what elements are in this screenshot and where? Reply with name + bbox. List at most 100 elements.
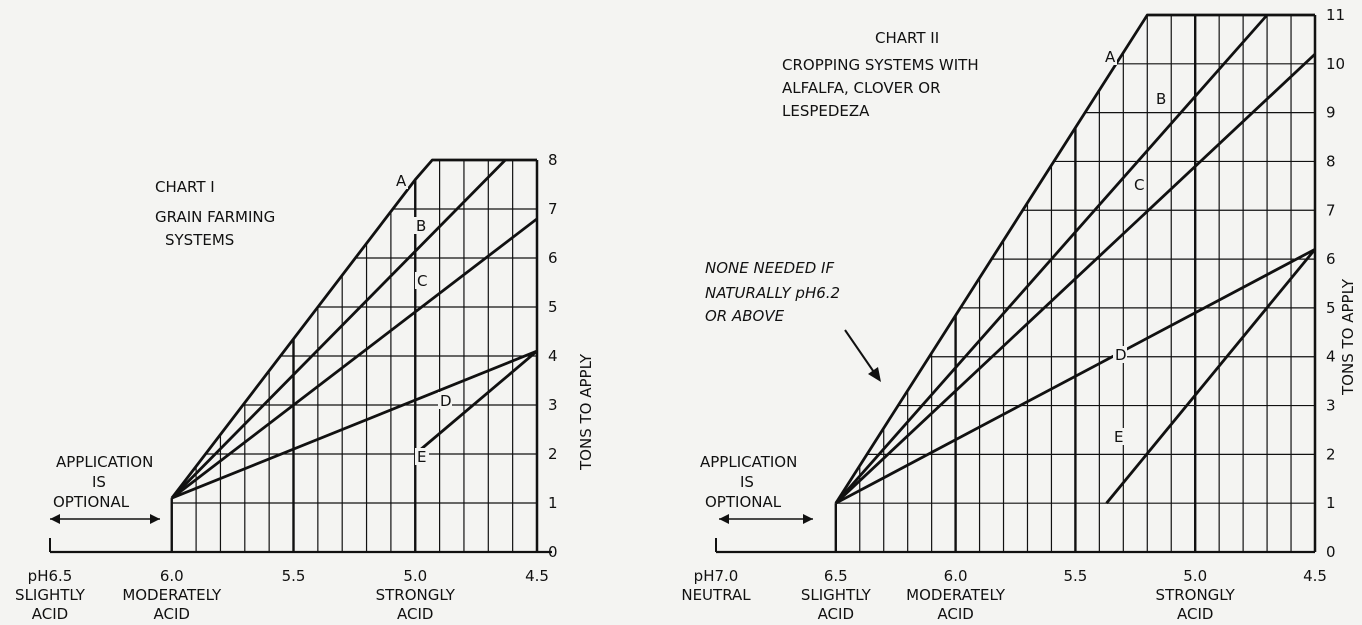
y-tick-label: 5 bbox=[548, 298, 558, 316]
chart-2-y-axis-label: TONS TO APPLY bbox=[1339, 278, 1357, 396]
chart-2-note: NONE NEEDED IF NATURALLY pH6.2 OR ABOVE bbox=[705, 259, 881, 382]
y-tick-label: 6 bbox=[548, 249, 558, 267]
x-tick-label: 5.0 bbox=[1183, 567, 1207, 585]
series-label-bg bbox=[394, 172, 408, 189]
x-tick-sublabel: SLIGHTLY bbox=[801, 586, 872, 604]
y-tick-label: 6 bbox=[1326, 250, 1336, 268]
y-tick-label: 9 bbox=[1326, 104, 1336, 122]
y-tick-label: 4 bbox=[1326, 348, 1336, 366]
series-line-a bbox=[170, 158, 537, 499]
arrow-head-left bbox=[719, 514, 729, 524]
chart-2-title: CHART II bbox=[875, 29, 939, 47]
chart-1-annotation: APPLICATION IS OPTIONAL bbox=[50, 453, 160, 524]
x-tick-sublabel: MODERATELY bbox=[906, 586, 1006, 604]
series-label-bg bbox=[415, 448, 429, 465]
note-arrow bbox=[844, 329, 879, 379]
annotation-line: APPLICATION bbox=[700, 453, 797, 471]
x-tick-sublabel: SLIGHTLY bbox=[15, 586, 86, 604]
x-tick-sublabel: ACID bbox=[937, 605, 973, 623]
arrow-head-right bbox=[803, 514, 813, 524]
x-tick-label: 4.5 bbox=[525, 567, 549, 585]
series-label-bg bbox=[414, 217, 428, 234]
y-tick-label: 7 bbox=[1326, 201, 1336, 219]
x-tick-sublabel: ACID bbox=[397, 605, 433, 623]
series-label-bg bbox=[1103, 48, 1117, 65]
series-line-e bbox=[1105, 248, 1317, 505]
chart-2-series bbox=[834, 13, 1317, 505]
x-tick-label: pH6.5 bbox=[28, 567, 73, 585]
chart-1-y-ticks: 0 1 2 3 4 5 6 7 8 bbox=[548, 151, 558, 561]
series-label-e: E bbox=[1114, 428, 1123, 446]
chart-2-series-labels: A B C D E bbox=[1103, 48, 1168, 446]
x-tick-label: 5.5 bbox=[282, 567, 306, 585]
series-line-a bbox=[834, 13, 1315, 504]
x-tick-sublabel: STRONGLY bbox=[1156, 586, 1236, 604]
series-label-d: D bbox=[1115, 346, 1127, 364]
y-tick-label: 1 bbox=[1326, 494, 1336, 512]
series-label-a: A bbox=[1105, 48, 1116, 66]
note-line: NATURALLY pH6.2 bbox=[705, 284, 840, 302]
series-line-c bbox=[834, 53, 1316, 505]
x-tick-sublabel: ACID bbox=[32, 605, 68, 623]
note-line: OR ABOVE bbox=[705, 307, 785, 325]
series-label-b: B bbox=[1156, 90, 1166, 108]
arrow-head-right bbox=[150, 514, 160, 524]
x-tick-sublabel: NEUTRAL bbox=[681, 586, 751, 604]
x-tick-sublabel: ACID bbox=[1177, 605, 1213, 623]
series-label-bg bbox=[1113, 346, 1127, 363]
y-tick-label: 3 bbox=[548, 396, 558, 414]
y-tick-label: 2 bbox=[1326, 445, 1336, 463]
y-tick-label: 3 bbox=[1326, 397, 1336, 415]
y-tick-label: 8 bbox=[548, 151, 558, 169]
x-tick-label: 5.0 bbox=[403, 567, 427, 585]
series-line-b bbox=[834, 14, 1269, 505]
series-label-d: D bbox=[440, 392, 452, 410]
series-line-d bbox=[835, 248, 1316, 505]
chart-2-annotation: APPLICATION IS OPTIONAL bbox=[700, 453, 813, 524]
series-line-b bbox=[170, 159, 507, 500]
series-label-c: C bbox=[417, 272, 427, 290]
x-tick-sublabel: STRONGLY bbox=[376, 586, 456, 604]
y-tick-label: 11 bbox=[1326, 6, 1345, 24]
x-tick-label: 6.0 bbox=[160, 567, 184, 585]
x-tick-label: 6.0 bbox=[944, 567, 968, 585]
x-tick-sublabel: MODERATELY bbox=[122, 586, 222, 604]
series-label-e: E bbox=[417, 448, 426, 466]
x-tick-label: 4.5 bbox=[1303, 567, 1327, 585]
chart-2-x-ticks: pH7.0NEUTRAL6.5SLIGHTLYACID6.0MODERATELY… bbox=[681, 567, 1327, 623]
annotation-line: OPTIONAL bbox=[705, 493, 782, 511]
series-label-b: B bbox=[416, 217, 426, 235]
x-tick-label: 6.5 bbox=[824, 567, 848, 585]
annotation-line: IS bbox=[740, 473, 754, 491]
y-tick-label: 7 bbox=[548, 200, 558, 218]
chart-2-subtitle-line: CROPPING SYSTEMS WITH bbox=[782, 56, 979, 74]
chart-2-subtitle-line: ALFALFA, CLOVER OR bbox=[782, 79, 941, 97]
series-label-bg bbox=[1112, 428, 1126, 445]
annotation-line: APPLICATION bbox=[56, 453, 153, 471]
y-tick-label: 10 bbox=[1326, 55, 1345, 73]
chart-2-y-ticks: 0 1 2 3 4 5 6 7 8 9 10 11 bbox=[1326, 6, 1345, 561]
series-label-bg bbox=[415, 272, 429, 289]
y-tick-label: 5 bbox=[1326, 299, 1336, 317]
y-tick-label: 1 bbox=[548, 494, 558, 512]
arrow-head-left bbox=[50, 514, 60, 524]
chart-1-subtitle-line: SYSTEMS bbox=[165, 231, 234, 249]
series-line-c bbox=[170, 217, 538, 500]
x-tick-sublabel: ACID bbox=[154, 605, 190, 623]
series-label-bg bbox=[1132, 176, 1146, 193]
note-arrow-head bbox=[868, 367, 881, 382]
x-tick-label: 5.5 bbox=[1063, 567, 1087, 585]
annotation-line: OPTIONAL bbox=[53, 493, 130, 511]
chart-1-title: CHART I bbox=[155, 178, 215, 196]
y-tick-label: 4 bbox=[548, 347, 558, 365]
y-tick-label: 8 bbox=[1326, 152, 1336, 170]
series-line-d bbox=[171, 349, 538, 500]
annotation-line: IS bbox=[92, 473, 106, 491]
series-line-e bbox=[414, 350, 538, 456]
chart-1-subtitle-line: GRAIN FARMING bbox=[155, 208, 275, 226]
series-label-bg bbox=[438, 392, 452, 409]
